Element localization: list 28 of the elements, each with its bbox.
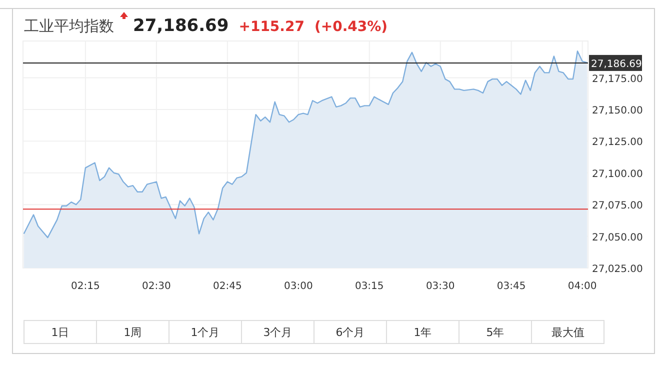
y-tick-label: 27,100.00	[592, 168, 643, 180]
text: 1个月	[190, 326, 220, 339]
y-tick-label: 27,075.00	[592, 200, 643, 212]
x-tick-label: 02:30	[142, 281, 171, 292]
text: (+0.43%)	[314, 19, 388, 35]
text: 5年	[486, 326, 504, 339]
x-tick-label: 03:15	[354, 281, 384, 292]
y-tick-label: 27,125.00	[592, 137, 643, 148]
y-tick-label: 27,175.00	[592, 74, 643, 85]
x-tick-label: 03:00	[284, 281, 313, 292]
ref-line-label: 27,186.69	[591, 58, 642, 70]
x-tick-label: 04:00	[568, 281, 597, 292]
x-tick-label: 03:30	[426, 281, 455, 292]
text: 1日	[51, 326, 70, 339]
text: 27,186.69	[133, 16, 229, 36]
y-tick-label: 27,050.00	[592, 232, 643, 244]
chart-title: 工业平均指数	[24, 17, 114, 35]
text: 1年	[414, 326, 432, 339]
y-tick-label: 27,025.00	[592, 264, 643, 275]
text: 3个月	[263, 326, 292, 339]
text: 1周	[124, 326, 142, 339]
text: 6个月	[336, 326, 365, 339]
text: +115.27	[238, 19, 304, 35]
text: 最大值	[551, 326, 584, 339]
x-tick-label: 02:15	[71, 281, 100, 292]
y-tick-label: 27,150.00	[592, 105, 643, 116]
x-tick-label: 02:45	[213, 281, 242, 292]
x-tick-label: 03:45	[496, 281, 526, 292]
